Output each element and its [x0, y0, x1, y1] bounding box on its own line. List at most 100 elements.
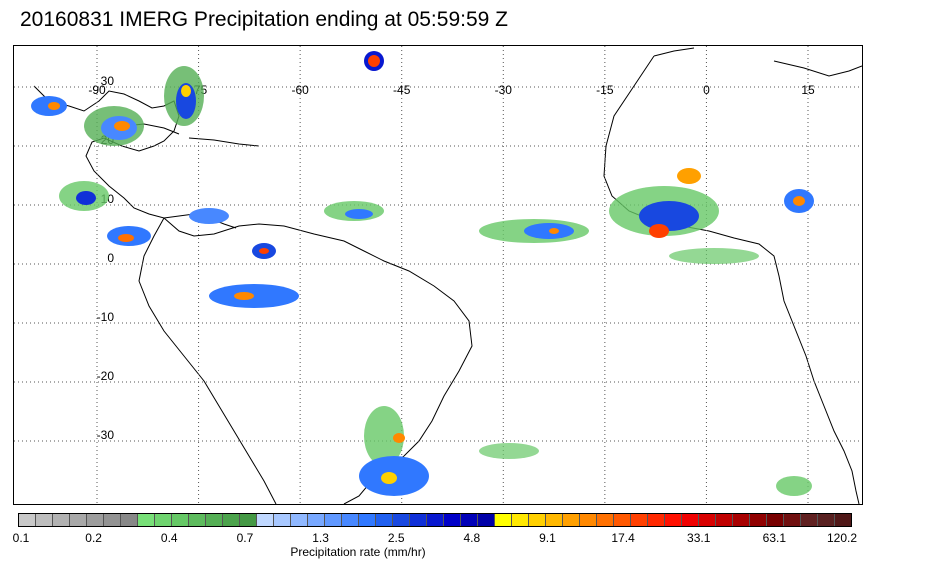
- coastline-antilles: [123, 123, 260, 147]
- colorbar-tick-label: 63.1: [762, 531, 787, 545]
- colorbar-swatch: [597, 514, 614, 526]
- colorbar-swatch: [274, 514, 291, 526]
- colorbar-tick-label: 0.1: [12, 531, 30, 545]
- colorbar-tick-label: 120.2: [826, 531, 858, 545]
- colorbar-swatch: [784, 514, 801, 526]
- colorbar-title: Precipitation rate (mm/hr): [290, 545, 426, 559]
- colorbar-swatch: [818, 514, 835, 526]
- precip-cell: [393, 433, 405, 443]
- colorbar-swatch: [206, 514, 223, 526]
- precip-cell: [639, 201, 699, 231]
- colorbar-tick-label: 4.8: [463, 531, 481, 545]
- colorbar-swatch: [308, 514, 325, 526]
- colorbar-swatch: [155, 514, 172, 526]
- colorbar-swatch: [172, 514, 189, 526]
- precip-cell: [677, 168, 701, 184]
- longitude-label: -45: [393, 83, 411, 97]
- colorbar-swatch: [104, 514, 121, 526]
- precip-cell: [189, 208, 229, 224]
- precip-cell: [76, 191, 96, 205]
- colorbar-swatch: [546, 514, 563, 526]
- colorbar-swatch: [614, 514, 631, 526]
- precip-cell: [793, 196, 805, 206]
- colorbar-swatch: [512, 514, 529, 526]
- coastlines: [33, 47, 862, 504]
- graticule: [14, 46, 862, 504]
- latitude-label: -10: [97, 310, 115, 324]
- colorbar-swatch: [189, 514, 206, 526]
- colorbar-swatch: [478, 514, 495, 526]
- colorbar-tick-label: 0.2: [85, 531, 102, 545]
- colorbar-swatch: [767, 514, 784, 526]
- longitude-label: -60: [291, 83, 309, 97]
- precipitation-map: -90-75-60-45-30-150153020100-10-20-30: [13, 45, 863, 505]
- latitude-label: -30: [97, 428, 115, 442]
- precip-cell: [364, 406, 404, 466]
- colorbar-swatch: [121, 514, 138, 526]
- longitude-label: 15: [801, 83, 815, 97]
- longitude-label: -30: [495, 83, 513, 97]
- latitude-label: 0: [107, 251, 114, 265]
- precip-cell: [181, 85, 191, 97]
- colorbar-swatch: [648, 514, 665, 526]
- precip-cell: [118, 234, 134, 242]
- colorbar-swatch: [716, 514, 733, 526]
- precip-cell: [549, 228, 559, 234]
- colorbar-swatch: [53, 514, 70, 526]
- precip-cell: [368, 55, 380, 67]
- colorbar-swatch: [682, 514, 699, 526]
- precip-cell: [345, 209, 373, 219]
- colorbar-swatch: [444, 514, 461, 526]
- precip-cell: [234, 292, 254, 300]
- colorbar-swatch: [580, 514, 597, 526]
- colorbar-swatch: [325, 514, 342, 526]
- coastline-africa: [603, 55, 860, 504]
- colorbar-tick-label: 9.1: [539, 531, 556, 545]
- map-canvas: -90-75-60-45-30-150153020100-10-20-30: [14, 46, 862, 504]
- colorbar-swatch: [563, 514, 580, 526]
- precip-cell: [479, 443, 539, 459]
- precip-cell: [649, 224, 669, 238]
- colorbar-swatch: [529, 514, 546, 526]
- longitude-label: -15: [596, 83, 614, 97]
- colorbar-swatch: [631, 514, 648, 526]
- colorbar: [18, 513, 852, 527]
- precip-cell: [776, 476, 812, 496]
- coastline-south-america: [138, 217, 473, 504]
- colorbar-swatch: [699, 514, 716, 526]
- colorbar-swatch: [750, 514, 767, 526]
- colorbar-tick-label: 2.5: [387, 531, 405, 545]
- colorbar-swatch: [257, 514, 274, 526]
- colorbar-swatch: [801, 514, 818, 526]
- colorbar-swatch: [70, 514, 87, 526]
- colorbar-swatch: [19, 514, 36, 526]
- colorbar-swatch: [87, 514, 104, 526]
- colorbar-tick-label: 0.7: [236, 531, 254, 545]
- colorbar-tick-label: 0.4: [160, 531, 178, 545]
- latitude-label: 30: [101, 74, 115, 88]
- colorbar-swatch: [291, 514, 308, 526]
- colorbar-swatch: [733, 514, 750, 526]
- longitude-label: -90: [88, 83, 106, 97]
- longitude-label: 0: [703, 83, 710, 97]
- coastline-europe: [653, 47, 862, 77]
- colorbar-swatch: [342, 514, 359, 526]
- precip-cell: [114, 121, 130, 131]
- colorbar-swatch: [393, 514, 410, 526]
- precip-cells: [31, 51, 814, 496]
- colorbar-swatch: [376, 514, 393, 526]
- precip-cell: [176, 83, 196, 119]
- colorbar-swatch: [359, 514, 376, 526]
- colorbar-swatch: [223, 514, 240, 526]
- precip-cell: [669, 248, 759, 264]
- precip-cell: [259, 248, 269, 254]
- colorbar-swatch: [36, 514, 53, 526]
- precip-cell: [381, 472, 397, 484]
- colorbar-swatch: [240, 514, 257, 526]
- colorbar-swatch: [835, 514, 851, 526]
- precip-cell: [48, 102, 60, 110]
- colorbar-swatch: [410, 514, 427, 526]
- colorbar-tick-label: 17.4: [611, 531, 635, 545]
- colorbar-swatch: [461, 514, 478, 526]
- colorbar-swatch: [138, 514, 155, 526]
